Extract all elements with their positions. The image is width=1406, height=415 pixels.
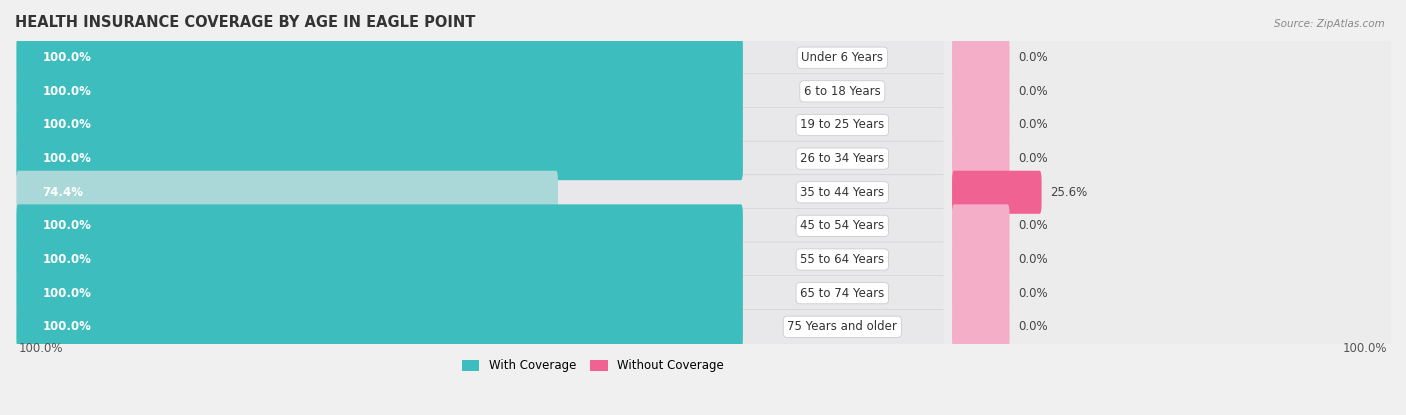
FancyBboxPatch shape xyxy=(22,208,1384,243)
Text: 0.0%: 0.0% xyxy=(1018,85,1047,98)
FancyBboxPatch shape xyxy=(17,305,742,348)
Text: 0.0%: 0.0% xyxy=(1018,152,1047,165)
Legend: With Coverage, Without Coverage: With Coverage, Without Coverage xyxy=(457,355,728,377)
FancyBboxPatch shape xyxy=(22,74,1384,109)
FancyBboxPatch shape xyxy=(952,204,1010,247)
FancyBboxPatch shape xyxy=(17,70,742,113)
FancyBboxPatch shape xyxy=(22,242,1384,277)
FancyBboxPatch shape xyxy=(17,238,742,281)
Text: 35 to 44 Years: 35 to 44 Years xyxy=(800,186,884,199)
Text: 25.6%: 25.6% xyxy=(1050,186,1087,199)
FancyBboxPatch shape xyxy=(17,36,742,79)
FancyBboxPatch shape xyxy=(952,103,1010,146)
Text: 100.0%: 100.0% xyxy=(42,118,91,132)
FancyBboxPatch shape xyxy=(952,36,1010,79)
FancyBboxPatch shape xyxy=(952,171,1042,214)
Text: 100.0%: 100.0% xyxy=(42,320,91,333)
Text: Source: ZipAtlas.com: Source: ZipAtlas.com xyxy=(1274,19,1385,29)
Text: 100.0%: 100.0% xyxy=(42,85,91,98)
FancyBboxPatch shape xyxy=(17,204,742,247)
FancyBboxPatch shape xyxy=(22,107,1384,142)
FancyBboxPatch shape xyxy=(952,70,1010,113)
Text: 19 to 25 Years: 19 to 25 Years xyxy=(800,118,884,132)
FancyBboxPatch shape xyxy=(22,276,1384,311)
Text: 100.0%: 100.0% xyxy=(42,51,91,64)
FancyBboxPatch shape xyxy=(952,272,1010,315)
Text: 0.0%: 0.0% xyxy=(1018,320,1047,333)
FancyBboxPatch shape xyxy=(943,208,1391,243)
FancyBboxPatch shape xyxy=(943,276,1391,311)
Text: 0.0%: 0.0% xyxy=(1018,220,1047,232)
Text: 100.0%: 100.0% xyxy=(18,342,63,355)
Text: 75 Years and older: 75 Years and older xyxy=(787,320,897,333)
Text: 100.0%: 100.0% xyxy=(1343,342,1388,355)
Text: 100.0%: 100.0% xyxy=(42,152,91,165)
FancyBboxPatch shape xyxy=(17,272,742,315)
FancyBboxPatch shape xyxy=(17,103,742,146)
Text: 26 to 34 Years: 26 to 34 Years xyxy=(800,152,884,165)
Text: 45 to 54 Years: 45 to 54 Years xyxy=(800,220,884,232)
FancyBboxPatch shape xyxy=(943,40,1391,75)
FancyBboxPatch shape xyxy=(943,107,1391,142)
FancyBboxPatch shape xyxy=(943,74,1391,109)
FancyBboxPatch shape xyxy=(943,242,1391,277)
Text: 0.0%: 0.0% xyxy=(1018,51,1047,64)
Text: 55 to 64 Years: 55 to 64 Years xyxy=(800,253,884,266)
Text: 65 to 74 Years: 65 to 74 Years xyxy=(800,287,884,300)
FancyBboxPatch shape xyxy=(952,305,1010,348)
Text: 100.0%: 100.0% xyxy=(42,253,91,266)
FancyBboxPatch shape xyxy=(943,175,1391,210)
Text: 100.0%: 100.0% xyxy=(42,220,91,232)
Text: 6 to 18 Years: 6 to 18 Years xyxy=(804,85,880,98)
Text: Under 6 Years: Under 6 Years xyxy=(801,51,883,64)
FancyBboxPatch shape xyxy=(22,175,1384,210)
Text: 0.0%: 0.0% xyxy=(1018,118,1047,132)
FancyBboxPatch shape xyxy=(22,40,1384,75)
Text: 0.0%: 0.0% xyxy=(1018,287,1047,300)
Text: 74.4%: 74.4% xyxy=(42,186,83,199)
FancyBboxPatch shape xyxy=(943,309,1391,344)
Text: 100.0%: 100.0% xyxy=(42,287,91,300)
FancyBboxPatch shape xyxy=(22,309,1384,344)
Text: HEALTH INSURANCE COVERAGE BY AGE IN EAGLE POINT: HEALTH INSURANCE COVERAGE BY AGE IN EAGL… xyxy=(15,15,475,30)
FancyBboxPatch shape xyxy=(952,137,1010,180)
FancyBboxPatch shape xyxy=(952,238,1010,281)
FancyBboxPatch shape xyxy=(943,141,1391,176)
FancyBboxPatch shape xyxy=(17,137,742,180)
FancyBboxPatch shape xyxy=(17,171,558,214)
FancyBboxPatch shape xyxy=(22,141,1384,176)
Text: 0.0%: 0.0% xyxy=(1018,253,1047,266)
